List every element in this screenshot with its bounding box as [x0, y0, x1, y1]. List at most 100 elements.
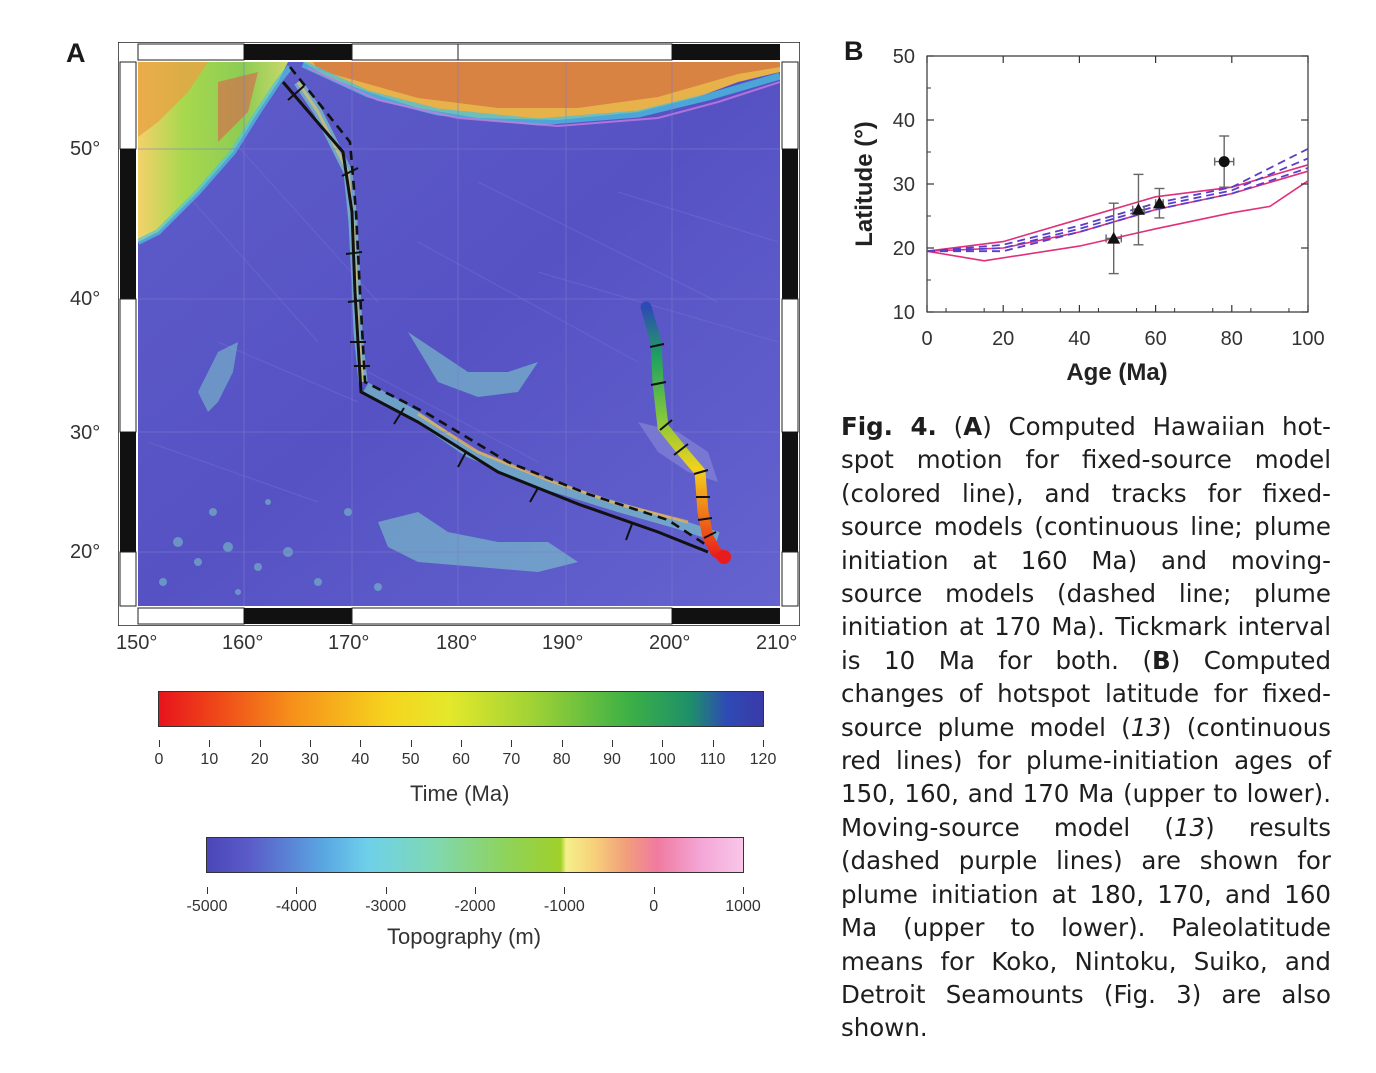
colorbar-tick — [259, 740, 261, 747]
x-tick-label: 0 — [921, 328, 932, 350]
colorbar-tick — [159, 740, 160, 747]
colorbar-tick-label: 100 — [648, 751, 676, 768]
colorbar-tick — [360, 740, 362, 747]
time-colorbar-title: Time (Ma) — [410, 781, 510, 806]
colorbar-tick-label: -3000 — [365, 898, 407, 915]
colorbar-tick-label: -1000 — [543, 898, 585, 915]
map-frame-bottom — [137, 607, 780, 625]
colorbar-tick-label: 40 — [351, 751, 370, 768]
triangle-marker — [1107, 231, 1121, 244]
caption-text: ( — [936, 412, 964, 441]
moving-source-series-line — [926, 157, 1309, 253]
lon-label-180: 180° — [436, 632, 478, 654]
fixed-source-series-line — [926, 180, 1309, 262]
y-axis-label: Latitude (°) — [851, 121, 878, 247]
colorbar-tick — [385, 887, 387, 894]
colorbar-tick — [561, 740, 563, 747]
colorbar-tick — [763, 740, 764, 747]
colorbar-tick-label: 30 — [301, 751, 319, 768]
colorbar-tick — [564, 887, 566, 894]
x-tick-label: 40 — [1068, 328, 1090, 350]
lon-label-170: 170° — [328, 632, 370, 654]
colorbar-tick — [612, 740, 613, 747]
colorbar-tick-label: 20 — [250, 751, 269, 768]
caption-panel-ref-b: B — [1152, 645, 1171, 675]
caption-lead: Fig. 4. — [841, 412, 937, 441]
colorbar-tick — [475, 887, 476, 894]
paleolatitude-point — [1213, 135, 1235, 188]
colorbar-tick — [511, 740, 513, 747]
topography-colorbar-title: Topography (m) — [387, 924, 542, 949]
lat-label-30: 30° — [70, 422, 101, 444]
map-frame-right — [781, 61, 799, 607]
x-tick-label: 20 — [992, 328, 1014, 350]
caption-text: ) Computed Hawaiian hot-spot motion for … — [841, 412, 1331, 675]
colorbar-tick-label: 50 — [401, 751, 420, 768]
lat-label-20: 20° — [70, 541, 101, 563]
colorbar-tick — [410, 740, 412, 747]
lon-label-190: 190° — [542, 632, 584, 654]
fixed-source-series-line — [926, 164, 1309, 252]
y-tick-label: 50 — [893, 46, 915, 68]
caption-citation: 13 — [1173, 812, 1206, 842]
moving-source-series-line — [927, 167, 1309, 253]
colorbar-tick-label: -4000 — [275, 898, 317, 915]
y-tick-label: 30 — [893, 174, 915, 196]
caption-panel-ref-a: A — [963, 412, 983, 441]
figure-caption: Fig. 4. (A) Computed Hawaiian hot-spot m… — [841, 410, 1331, 1045]
triangle-marker — [1131, 203, 1145, 215]
colorbar-tick-label: 80 — [552, 751, 571, 768]
colorbar-tick-label: 90 — [603, 751, 621, 768]
colorbar-tick-label: 110 — [699, 751, 726, 768]
moving-source-series-line — [926, 147, 1309, 253]
lon-label-150: 150° — [116, 632, 158, 654]
x-tick-label: 80 — [1221, 328, 1243, 350]
kamchatka-landmass — [138, 62, 288, 242]
colorbar-tick — [653, 887, 655, 894]
panel-a-letter: A — [66, 38, 86, 68]
x-axis-label: Age (Ma) — [1066, 359, 1167, 386]
colorbar-tick — [662, 740, 664, 747]
colorbar-tick-label: 120 — [749, 751, 777, 768]
colorbar-tick — [207, 887, 208, 894]
paleolatitude-point — [1105, 202, 1123, 275]
colorbar-tick-label: -5000 — [186, 898, 228, 915]
map-frame-top — [137, 43, 780, 61]
fixed-source-track — [281, 81, 709, 554]
colorbar-tick — [712, 740, 714, 747]
panel-b-letter: B — [844, 36, 864, 66]
colorbar-tick-label: 70 — [502, 751, 521, 768]
colorbar-tick-label: 60 — [452, 751, 470, 768]
caption-text: ) Computed changes of hotspot latitude f… — [841, 645, 1331, 742]
caption-citation: 13 — [1130, 712, 1162, 742]
colorbar-tick — [209, 740, 211, 747]
ocean-floor — [138, 62, 780, 606]
lon-label-160: 160° — [222, 632, 264, 654]
circle-marker — [1218, 156, 1230, 168]
x-tick-label: 100 — [1291, 328, 1324, 350]
colorbar-tick — [461, 740, 462, 747]
colorbar-tick-label: 1000 — [725, 898, 761, 915]
topography-colorbar — [206, 837, 744, 873]
y-tick-label: 10 — [893, 302, 915, 324]
paleolatitude-point — [1131, 173, 1145, 246]
time-colorbar — [158, 691, 764, 727]
colorbar-tick-label: 10 — [200, 751, 219, 768]
y-tick-label: 20 — [893, 238, 915, 260]
colorbar-tick-label: -2000 — [454, 898, 496, 915]
lon-label-210: 210° — [756, 632, 798, 654]
paleolatitude-point — [1152, 187, 1166, 219]
hotspot-motion-colored-line — [640, 301, 730, 563]
hawaiian-hotspot-map — [118, 42, 800, 626]
y-tick-label: 40 — [893, 110, 915, 132]
map-frame-left — [119, 61, 137, 607]
lat-label-50: 50° — [70, 138, 101, 160]
colorbar-tick — [296, 887, 298, 894]
lat-label-40: 40° — [70, 288, 101, 310]
lon-label-200: 200° — [649, 632, 691, 654]
colorbar-tick-label: 0 — [649, 898, 659, 915]
triangle-marker — [1152, 196, 1166, 209]
x-tick-label: 60 — [1144, 328, 1166, 350]
colorbar-tick-label: 0 — [154, 751, 164, 768]
colorbar-tick — [310, 740, 311, 747]
